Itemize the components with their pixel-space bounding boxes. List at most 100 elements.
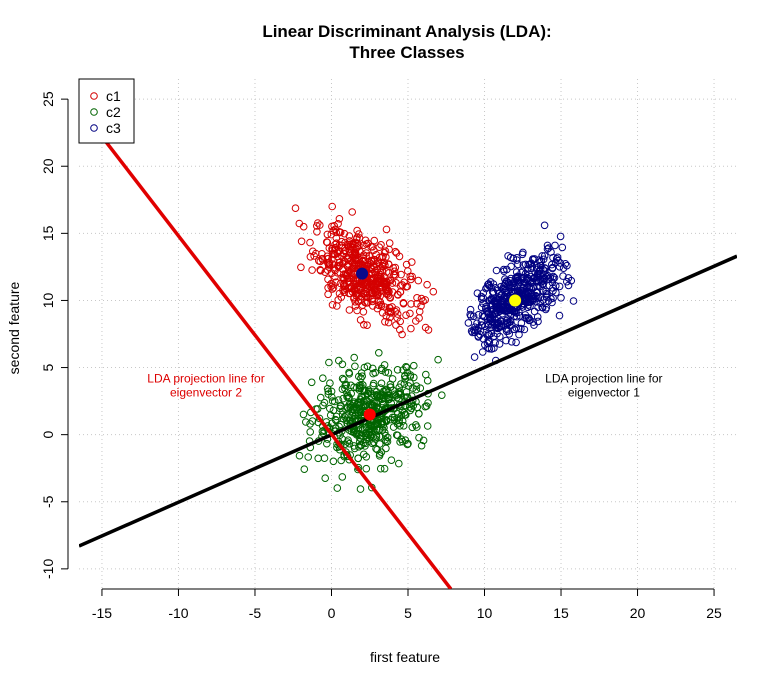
point-c3 <box>503 304 512 313</box>
point-c2 <box>375 432 384 441</box>
point-c1 <box>345 237 354 245</box>
point-c2 <box>337 401 345 410</box>
point-c3 <box>489 280 498 288</box>
point-c2 <box>300 465 309 474</box>
point-c1 <box>324 275 332 284</box>
point-c3 <box>539 255 548 264</box>
point-c2 <box>376 394 384 403</box>
point-c1 <box>382 268 391 276</box>
point-c2 <box>372 444 380 453</box>
point-c1 <box>429 287 438 296</box>
axes: -15 -10 -5 0 5 10 15 20 25 -10 -5 0 5 10 15 20 25 <box>40 91 722 621</box>
point-c2 <box>377 414 386 422</box>
point-c2 <box>375 349 383 357</box>
point-c3 <box>559 272 567 280</box>
point-c2 <box>343 393 351 401</box>
point-c3 <box>552 282 560 290</box>
point-c3 <box>496 332 504 341</box>
point-c1 <box>393 290 402 299</box>
point-c3 <box>549 272 558 281</box>
point-c1 <box>382 312 391 320</box>
centroid-c1 <box>356 267 369 280</box>
point-c1 <box>316 266 325 275</box>
point-c3 <box>492 301 501 309</box>
point-c2 <box>323 384 332 393</box>
point-c3 <box>548 260 556 269</box>
point-c2 <box>346 404 354 412</box>
point-c1 <box>335 228 344 237</box>
point-c3 <box>537 278 546 286</box>
point-c3 <box>526 316 534 324</box>
point-c1 <box>329 283 338 292</box>
point-c3 <box>517 319 526 327</box>
point-c3 <box>482 284 490 293</box>
point-c3 <box>494 308 502 317</box>
point-c3 <box>504 252 512 260</box>
point-c3 <box>552 254 561 263</box>
point-c1 <box>379 277 388 286</box>
point-c3 <box>512 338 520 347</box>
point-c2 <box>382 444 390 453</box>
point-c1 <box>309 247 317 256</box>
point-c2 <box>307 378 316 387</box>
point-c3 <box>497 317 506 326</box>
point-c1 <box>291 204 300 212</box>
point-c3 <box>541 267 549 275</box>
point-c2 <box>395 459 403 468</box>
point-c2 <box>377 448 386 457</box>
point-c3 <box>495 340 504 348</box>
legend-label-c2: c2 <box>106 104 121 120</box>
point-c1 <box>355 230 363 238</box>
point-c3 <box>488 321 496 329</box>
point-c3 <box>477 292 486 301</box>
point-c2 <box>390 416 399 424</box>
chart-title-line-2: Three Classes <box>349 43 464 62</box>
point-c2 <box>302 418 310 426</box>
point-c2 <box>382 437 390 446</box>
point-c3 <box>479 294 488 302</box>
point-c1 <box>370 246 378 254</box>
point-c1 <box>415 307 424 316</box>
point-c1 <box>377 241 385 249</box>
point-c1 <box>381 279 389 287</box>
point-c1 <box>370 286 379 294</box>
point-c3 <box>549 275 557 283</box>
point-c2 <box>329 457 338 466</box>
point-c3 <box>521 314 530 322</box>
point-c1 <box>335 261 344 270</box>
point-c2 <box>338 435 347 443</box>
point-c1 <box>313 228 321 236</box>
point-c1 <box>386 293 394 302</box>
point-c1 <box>402 283 410 291</box>
point-c1 <box>356 285 364 294</box>
point-c2 <box>368 430 376 439</box>
point-c3 <box>473 319 481 328</box>
series-c3 <box>464 221 578 365</box>
point-c3 <box>470 326 478 334</box>
point-c1 <box>390 267 399 276</box>
point-c2 <box>306 420 314 428</box>
point-c3 <box>533 313 542 321</box>
point-c1 <box>384 318 393 327</box>
point-c3 <box>540 252 549 260</box>
point-c1 <box>417 302 425 310</box>
point-c2 <box>412 382 421 390</box>
point-c3 <box>553 253 562 262</box>
point-c2 <box>393 410 402 418</box>
point-c1 <box>361 298 369 307</box>
point-c2 <box>355 434 364 442</box>
x-axis-label: first feature <box>370 649 440 665</box>
y-tick-label: 10 <box>40 292 56 308</box>
point-c1 <box>327 230 336 239</box>
point-c1 <box>316 221 324 229</box>
point-c2 <box>396 438 404 446</box>
point-c2 <box>362 464 371 473</box>
y-tick-label: 25 <box>40 91 56 107</box>
point-c3 <box>555 282 564 291</box>
point-c1 <box>375 275 384 283</box>
y-tick-label: 0 <box>40 431 56 439</box>
point-c1 <box>362 240 371 248</box>
point-c2 <box>357 432 365 440</box>
point-c2 <box>338 374 347 383</box>
x-tick-label: 20 <box>630 605 646 621</box>
